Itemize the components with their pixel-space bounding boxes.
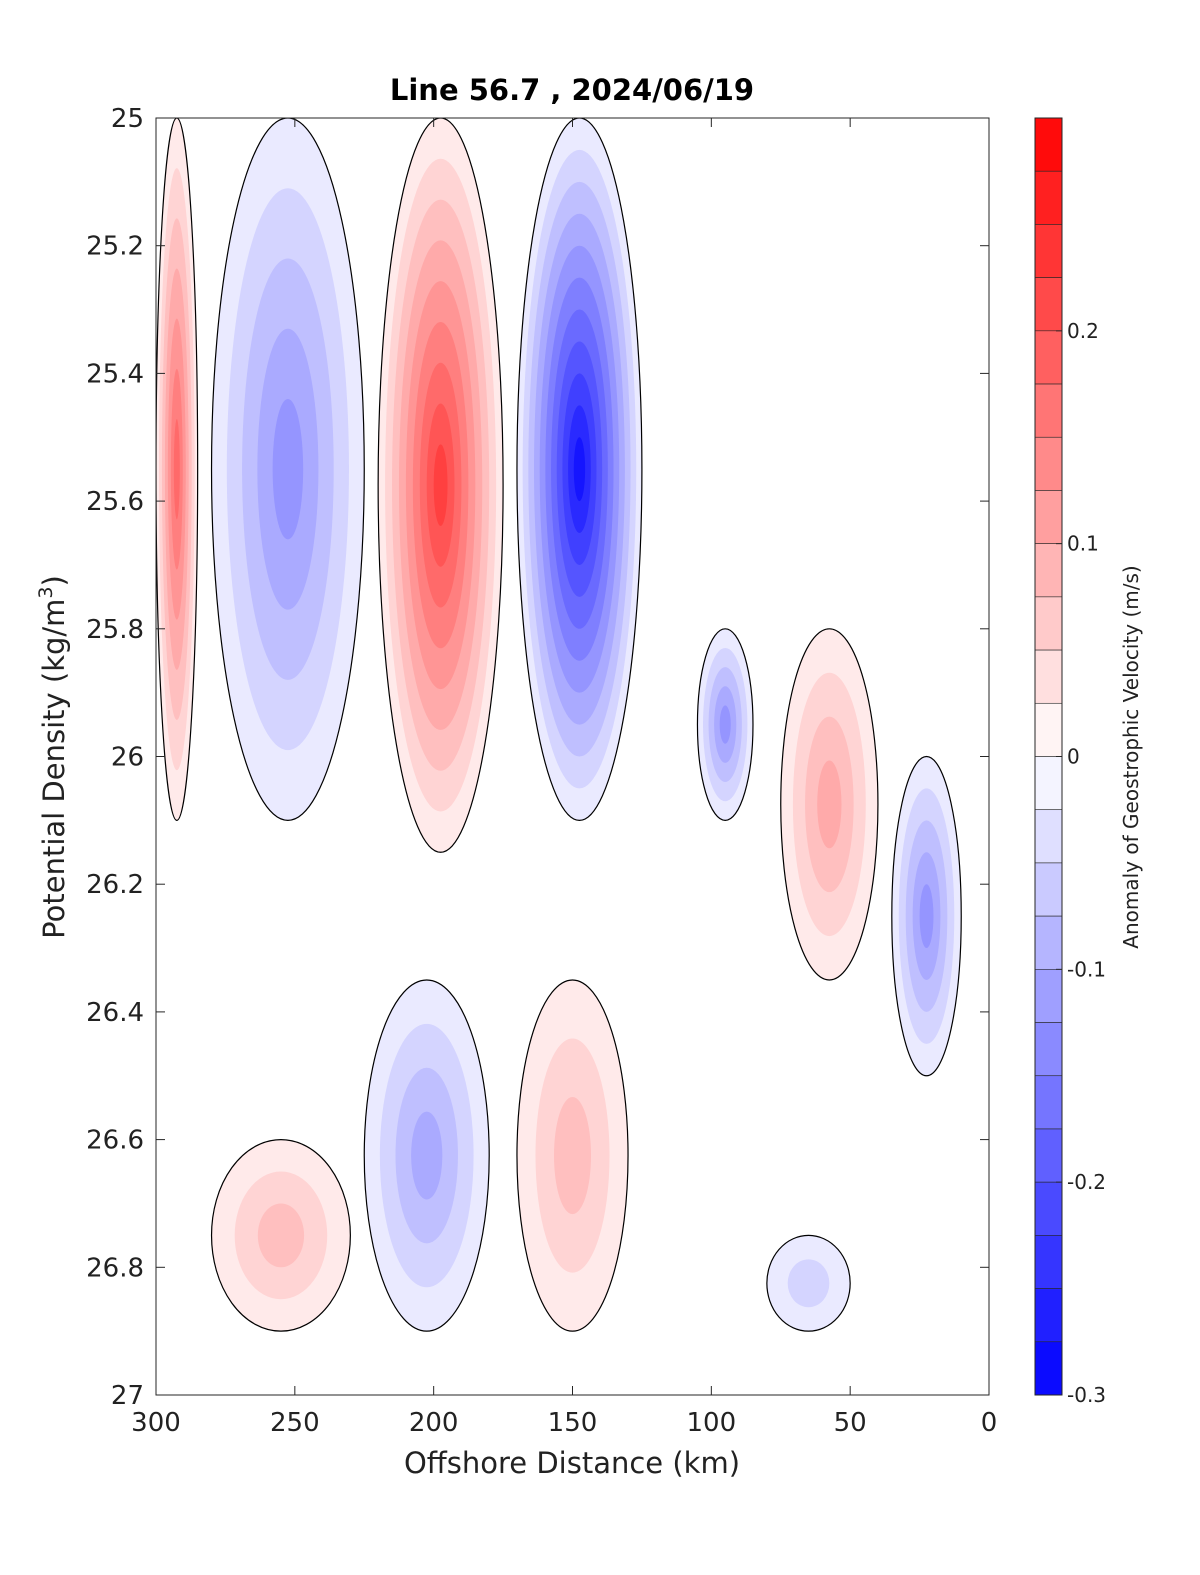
- x-tick-label: 0: [981, 1408, 998, 1438]
- colorbar-cell: [1034, 969, 1063, 1023]
- x-tick-label: 300: [131, 1408, 181, 1438]
- y-axis-label-superscript: 3: [35, 586, 57, 598]
- contour-band-3-11: [573, 437, 586, 502]
- colorbar-tick-label: 0: [1067, 745, 1080, 769]
- contour-band-6-5: [919, 884, 934, 949]
- colorbar-cell: [1034, 862, 1063, 917]
- colorbar-cell: [1034, 436, 1063, 491]
- zero-contour-3: [516, 118, 643, 821]
- contour-band-8-4: [411, 1111, 443, 1200]
- colorbar-cell: [1034, 596, 1063, 651]
- zero-contour-7: [210, 1138, 351, 1332]
- y-tick-label: 25.4: [86, 359, 144, 389]
- colorbar-cell: [1034, 1022, 1063, 1077]
- zero-contour-0: [156, 118, 199, 821]
- zero-contour-1: [210, 118, 365, 821]
- x-tick-label: 50: [834, 1408, 867, 1438]
- colorbar-cell: [1034, 702, 1063, 757]
- colorbar-cells: [1034, 117, 1063, 1396]
- colorbar-cell: [1034, 1235, 1063, 1289]
- y-tick-label: 25.2: [86, 232, 144, 262]
- colorbar-tick-label: -0.3: [1067, 1383, 1106, 1407]
- y-axis-label-text: Potential Density (kg/m: [37, 599, 71, 939]
- zero-contour-6: [891, 755, 962, 1077]
- colorbar-cell: [1034, 915, 1063, 970]
- y-tick-label: 26.8: [86, 1253, 144, 1283]
- colorbar-cell: [1034, 224, 1063, 278]
- y-tick-label: 25.6: [86, 487, 144, 517]
- colorbar-cell: [1034, 330, 1063, 385]
- colorbar-cell: [1034, 1128, 1063, 1183]
- plot-area: 300 250 200 150 100 50 0 2525.225.425.625.8262…: [86, 104, 997, 1438]
- x-tick-label: 250: [270, 1408, 320, 1438]
- contour-band-4-5: [719, 705, 731, 744]
- colorbar-label: Anomaly of Geostrophic Velocity (m/s): [1119, 565, 1143, 948]
- zero-contour-5: [780, 628, 879, 981]
- contour-fill-group: [156, 118, 962, 1332]
- y-axis-label-suffix: ): [37, 575, 71, 586]
- colorbar-tick-label: -0.2: [1067, 1170, 1106, 1194]
- colorbar-cell: [1034, 277, 1063, 332]
- y-axis-label: Potential Density (kg/m3): [35, 575, 71, 939]
- contour-band-10-2: [787, 1259, 830, 1308]
- y-tick-label: 26.2: [86, 870, 144, 900]
- colorbar-cell: [1034, 490, 1063, 544]
- colorbar-tick-label: -0.1: [1067, 957, 1106, 981]
- colorbar-cell: [1034, 1075, 1063, 1130]
- y-tick-label: 26.6: [86, 1126, 144, 1156]
- contour-band-0-7: [173, 419, 180, 520]
- x-axis-ticks: 300 250 200 150 100 50 0: [131, 118, 997, 1438]
- x-tick-label: 200: [409, 1408, 459, 1438]
- zero-contour-2: [377, 118, 504, 853]
- colorbar-cell: [1034, 1288, 1063, 1343]
- contour-band-1-5: [272, 398, 304, 540]
- colorbar-ticks: 0.2 0.1 0 -0.1 -0.2 -0.3: [1056, 319, 1106, 1407]
- colorbar-cell: [1034, 756, 1063, 811]
- y-tick-label: 27: [111, 1381, 144, 1411]
- zero-contour-10: [766, 1234, 851, 1332]
- chart-title: Line 56.7 , 2024/06/19: [390, 73, 754, 107]
- x-axis-label: Offshore Distance (km): [404, 1446, 740, 1480]
- zero-contour-9: [516, 979, 629, 1332]
- colorbar-cell: [1034, 543, 1063, 598]
- colorbar-tick-label: 0.1: [1067, 532, 1099, 556]
- colorbar-cell: [1034, 649, 1063, 704]
- x-tick-label: 100: [687, 1408, 737, 1438]
- colorbar-cell: [1034, 1341, 1063, 1396]
- zero-contour-4: [696, 628, 754, 821]
- y-tick-label: 26: [111, 743, 144, 773]
- colorbar-tick-label: 0.2: [1067, 319, 1099, 343]
- y-tick-label: 25: [111, 104, 144, 134]
- contour-band-7-3: [257, 1203, 305, 1268]
- colorbar-cell: [1034, 170, 1063, 225]
- y-axis-ticks: 25 25.2 25.4 25.6 25.8 26 26.2 26.4 26.6 26.8 27: [86, 104, 989, 1411]
- colorbar-cell: [1034, 117, 1063, 172]
- x-tick-label: 150: [548, 1408, 598, 1438]
- zero-contour-8: [363, 979, 490, 1332]
- colorbar: 0.2 0.1 0 -0.1 -0.2 -0.3 Anomaly of Geostroph…: [1034, 117, 1143, 1407]
- colorbar-cell: [1034, 809, 1063, 864]
- contour-band-5-4: [817, 760, 842, 849]
- contour-band-2-9: [433, 444, 448, 526]
- zero-contour-group: [156, 118, 962, 1332]
- y-tick-label: 26.4: [86, 998, 144, 1028]
- colorbar-cell: [1034, 1181, 1063, 1236]
- colorbar-cell: [1034, 383, 1063, 438]
- y-tick-label: 25.8: [86, 615, 144, 645]
- contour-band-9-3: [553, 1097, 592, 1215]
